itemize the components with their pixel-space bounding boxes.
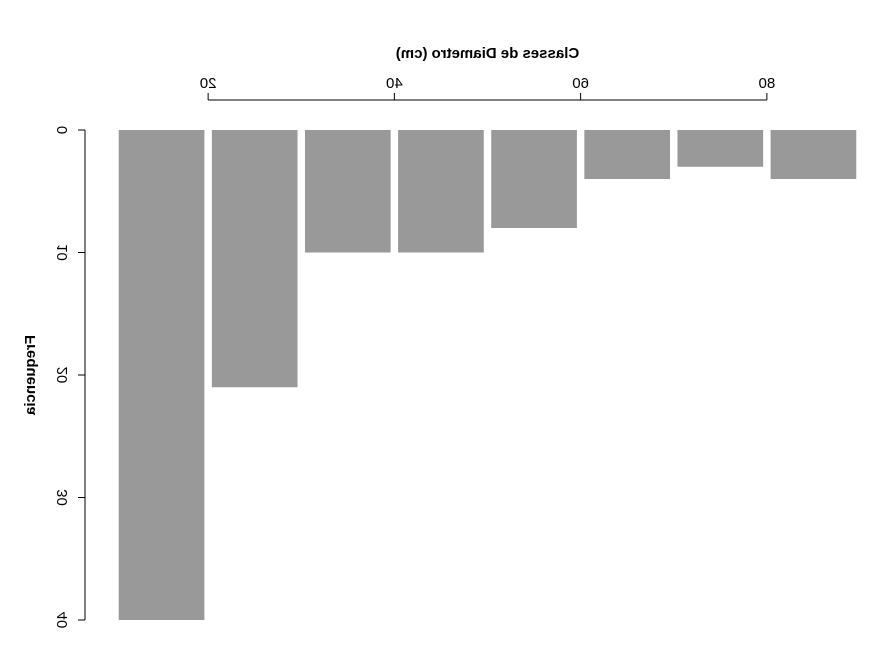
y-tick-label: 30: [54, 489, 71, 506]
y-tick-label: 0: [54, 126, 71, 134]
histogram-bar: [677, 130, 763, 167]
histogram-chart: 20 40 60 80 Classes de Diametro (cm) 0 10 20 30 4…: [0, 0, 880, 672]
x-tick-label: 80: [759, 75, 776, 92]
x-tick-label: 40: [386, 75, 403, 92]
x-tick-label: 20: [200, 75, 217, 92]
histogram-bar: [491, 130, 577, 228]
y-axis-label: Frequencia: [22, 335, 39, 416]
x-tick-label: 60: [572, 75, 589, 92]
histogram-bar: [584, 130, 670, 179]
histogram-bar: [119, 130, 205, 620]
histogram-bar: [212, 130, 298, 387]
histogram-bar: [398, 130, 484, 253]
y-tick-label: 20: [54, 367, 71, 384]
histogram-bar: [305, 130, 391, 253]
histogram-bar: [771, 130, 857, 179]
x-axis-label: Classes de Diametro (cm): [396, 45, 579, 62]
y-tick-label: 40: [54, 612, 71, 629]
y-tick-label: 10: [54, 244, 71, 261]
